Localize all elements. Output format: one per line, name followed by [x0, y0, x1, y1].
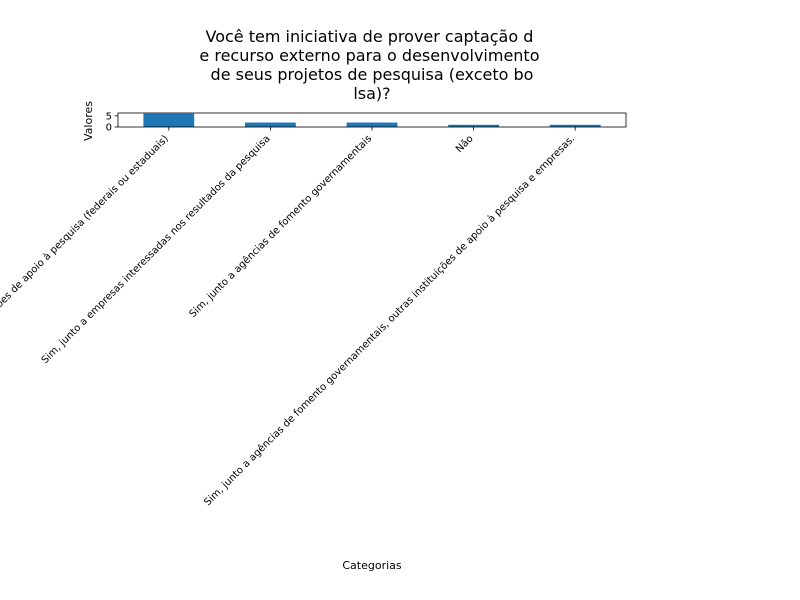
y-axis-label: Valores: [82, 101, 95, 141]
plot-area: 05 Sim, junto a outras instituições de ap…: [0, 111, 627, 509]
bar: [448, 124, 499, 127]
x-tick-label: Sim, junto a agências de fomento governa…: [187, 133, 374, 320]
chart-title-line-3: de seus projetos de pesquisa (exceto bo: [205, 65, 533, 84]
bar: [346, 122, 398, 127]
bar: [143, 113, 195, 127]
y-tick-label: 5: [106, 111, 112, 122]
x-axis-label: Categorias: [342, 559, 402, 572]
bar: [549, 124, 601, 127]
chart-title-line-4: lsa)?: [353, 84, 390, 103]
chart-title-line-1: Você tem iniciativa de prover captação d: [206, 27, 534, 46]
x-tick-label: Sim, junto a agências de fomento governa…: [202, 133, 578, 509]
x-tick-label: Não: [454, 133, 476, 155]
x-tick-label: Sim, junto a outras instituições de apoi…: [0, 133, 171, 408]
y-tick-label: 0: [106, 123, 112, 134]
chart-title-line-2: e recurso externo para o desenvolvimento: [199, 46, 539, 65]
chart-title: Você tem iniciativa de prover captação d…: [199, 27, 544, 103]
bar: [245, 122, 296, 127]
x-tick-label: Sim, junto a empresas interessadas nos r…: [40, 133, 273, 366]
